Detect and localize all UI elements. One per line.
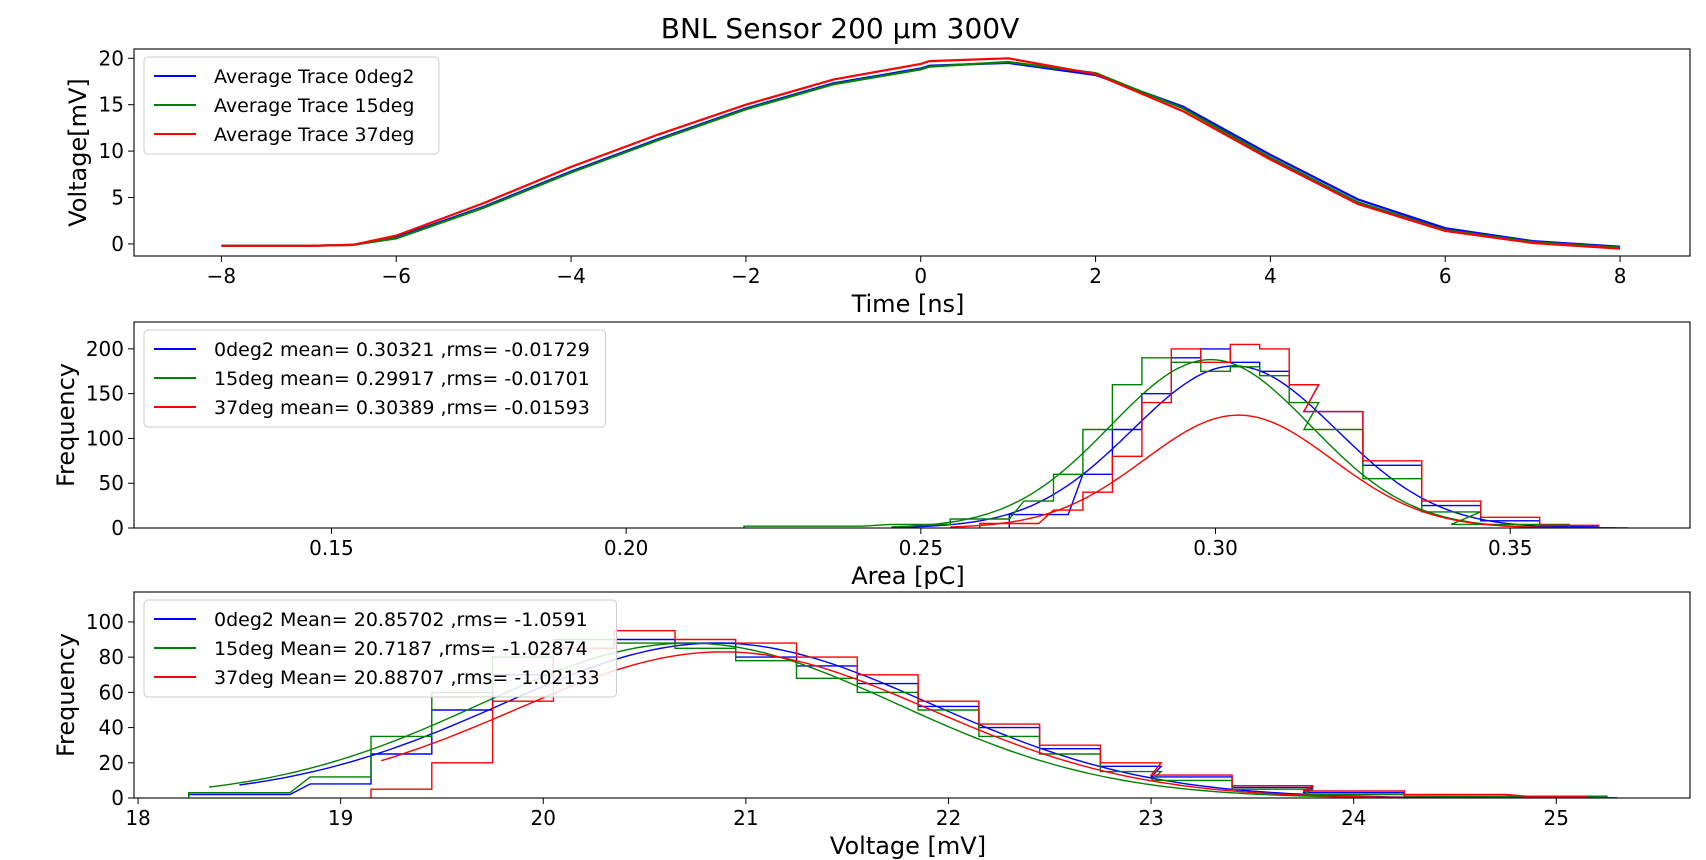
y-tick-label: 0 [111, 516, 124, 540]
x-tick-label: 25 [1544, 806, 1569, 830]
y-tick-label: 40 [99, 716, 124, 740]
subplot-1: −8 −6 −4 −2 0 2 4 6 8 0 5 10 15 20 Time [ns] Voltage[mV… [64, 46, 1691, 318]
x-axis-label: Voltage [mV] [830, 832, 986, 860]
y-axis-label: Frequency [52, 633, 80, 757]
y-tick-label: 20 [99, 751, 124, 775]
subplot-3: 18 19 20 21 22 23 24 25 0 20 40 60 80 100 Voltage [mV]… [52, 591, 1691, 860]
x-tick-label: 24 [1341, 806, 1366, 830]
y-tick-label: 200 [86, 337, 124, 361]
series-line-3 [221, 57, 1621, 250]
x-tick-label: 20 [531, 806, 556, 830]
series-fit-1 [891, 365, 1629, 528]
x-tick-label: 0.35 [1488, 536, 1533, 560]
legend-label: 0deg2 Mean= 20.85702 ,rms= -1.0591 [214, 609, 588, 631]
x-tick-label: 18 [125, 806, 150, 830]
legend-label: 15deg Mean= 20.7187 ,rms= -1.02874 [214, 638, 588, 660]
y-tick-label: 5 [111, 186, 124, 210]
x-axis-label: Time [ns] [851, 290, 965, 318]
y-tick-label: 100 [86, 426, 124, 450]
x-tick-label: 0.20 [604, 536, 649, 560]
y-tick-label: 0 [111, 786, 124, 810]
axes-frame [133, 321, 1691, 529]
series-line-2 [221, 60, 1621, 249]
x-tick-label: −4 [556, 264, 585, 288]
series-fit-2 [891, 358, 1599, 528]
plot-area [221, 57, 1621, 250]
figure-title: BNL Sensor 200 µm 300V [661, 12, 1019, 45]
legend-label: 37deg Mean= 20.88707 ,rms= -1.02133 [214, 667, 600, 689]
legend-label: 37deg mean= 0.30389 ,rms= -0.01593 [214, 397, 590, 419]
legend-box [143, 329, 606, 428]
y-axis-label: Voltage[mV] [64, 78, 92, 227]
axes-frame [133, 48, 1691, 257]
x-tick-label: −8 [207, 264, 236, 288]
x-tick-label: 0.30 [1193, 536, 1238, 560]
x-tick-label: 21 [733, 806, 758, 830]
legend-label: 15deg mean= 0.29917 ,rms= -0.01701 [214, 368, 590, 390]
y-tick-label: 15 [99, 93, 124, 117]
x-tick-label: −2 [731, 264, 760, 288]
x-tick-label: 19 [328, 806, 353, 830]
x-tick-label: 0.25 [899, 536, 944, 560]
x-tick-label: −6 [382, 264, 411, 288]
y-tick-label: 80 [99, 645, 124, 669]
legend: Average Trace 0deg2 Average Trace 15deg Av… [143, 56, 440, 155]
x-tick-label: 22 [936, 806, 961, 830]
x-tick-label: 6 [1439, 264, 1452, 288]
x-tick-label: 0.15 [309, 536, 354, 560]
legend-label: Average Trace 37deg [214, 124, 415, 146]
y-tick-label: 100 [86, 610, 124, 634]
legend: 0deg2 Mean= 20.85702 ,rms= -1.0591 15deg … [143, 599, 617, 698]
y-tick-label: 20 [99, 46, 124, 70]
plot-area [743, 343, 1629, 528]
x-tick-label: 0 [914, 264, 927, 288]
series-histogram-2 [743, 357, 1570, 528]
y-tick-label: 60 [99, 680, 124, 704]
y-tick-label: 150 [86, 382, 124, 406]
series-fit-3 [950, 414, 1599, 528]
series-histogram-3 [979, 343, 1600, 528]
x-tick-label: 4 [1264, 264, 1277, 288]
x-axis-label: Area [pC] [851, 562, 965, 590]
legend: 0deg2 mean= 0.30321 ,rms= -0.01729 15deg … [143, 329, 606, 428]
legend-label: Average Trace 15deg [214, 95, 415, 117]
legend-box [143, 599, 617, 698]
y-tick-label: 50 [99, 471, 124, 495]
legend-label: 0deg2 mean= 0.30321 ,rms= -0.01729 [214, 339, 590, 361]
x-tick-label: 8 [1614, 264, 1627, 288]
legend-box [143, 56, 440, 155]
subplot-2: 0.15 0.20 0.25 0.30 0.35 0 50 100 150 200 Area [pC… [52, 321, 1691, 590]
x-tick-label: 2 [1089, 264, 1102, 288]
x-tick-label: 23 [1138, 806, 1163, 830]
axes-frame [133, 591, 1691, 799]
y-axis-label: Frequency [52, 363, 80, 487]
series-histogram-2 [188, 638, 1608, 798]
legend-label: Average Trace 0deg2 [214, 66, 415, 88]
y-tick-label: 0 [111, 232, 124, 256]
y-tick-label: 10 [99, 139, 124, 163]
